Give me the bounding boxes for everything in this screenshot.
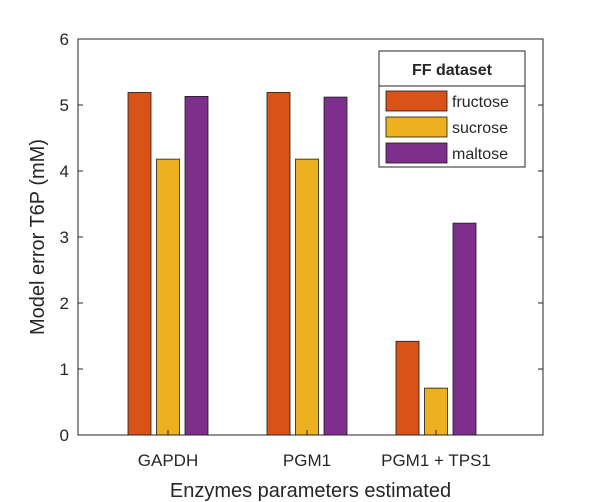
legend-items: fructose sucrose maltose (385, 90, 509, 164)
bar-fructose-1 (266, 92, 291, 436)
y-tick-label: 5 (60, 96, 69, 115)
x-tick-label: PGM1 (283, 451, 331, 470)
bar-sucrose-1 (295, 158, 319, 436)
bar-maltose-0 (184, 96, 209, 436)
legend-swatch-fructose (385, 90, 448, 112)
legend-title: FF dataset (412, 62, 493, 79)
legend: FF dataset fructose sucrose maltose (378, 50, 526, 168)
bars-group (127, 92, 477, 436)
y-axis-label: Model error T6P (mM) (27, 139, 49, 335)
y-tick-label: 6 (60, 30, 69, 49)
bar-maltose-2 (452, 222, 477, 436)
legend-swatch-maltose (385, 142, 448, 164)
bar-fructose-0 (127, 92, 152, 436)
legend-swatch-sucrose (385, 116, 448, 138)
bar-maltose-1 (323, 96, 348, 436)
bar-fructose-2 (395, 340, 420, 436)
legend-label-sucrose: sucrose (452, 120, 508, 137)
x-tick-label: PGM1 + TPS1 (381, 451, 491, 470)
legend-label-fructose: fructose (452, 94, 509, 111)
x-tick-label: GAPDH (138, 451, 198, 470)
y-axis-ticks: 0 1 2 3 4 5 6 (60, 30, 543, 445)
bar-sucrose-2 (424, 387, 448, 436)
y-tick-label: 0 (60, 426, 69, 445)
bar-sucrose-0 (156, 158, 180, 436)
y-tick-label: 1 (60, 360, 69, 379)
x-axis-label: Enzymes parameters estimated (170, 480, 451, 502)
legend-label-maltose: maltose (452, 146, 508, 163)
y-tick-label: 3 (60, 228, 69, 247)
y-tick-label: 2 (60, 294, 69, 313)
x-axis-ticks: GAPDH PGM1 PGM1 + TPS1 (138, 430, 491, 470)
y-tick-label: 4 (60, 162, 69, 181)
